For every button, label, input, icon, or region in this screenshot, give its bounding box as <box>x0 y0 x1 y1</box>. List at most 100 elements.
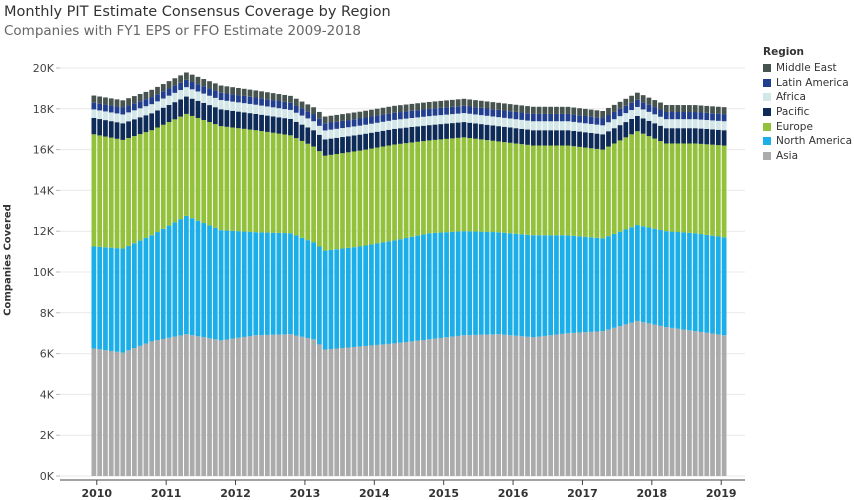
bar-segment-latin-america <box>571 114 577 122</box>
bar-segment-middle-east <box>438 100 444 108</box>
bar-segment-africa <box>357 125 363 135</box>
bar-segment-middle-east <box>282 94 288 102</box>
bar-segment-europe <box>721 145 727 238</box>
bar-segment-asia <box>582 332 588 476</box>
bar-segment-europe <box>478 139 484 232</box>
bar-segment-pacific <box>582 132 588 148</box>
bar-segment-pacific <box>507 127 513 143</box>
bar-segment-latin-america <box>582 116 588 124</box>
bar-segment-europe <box>155 127 160 233</box>
bar-segment-pacific <box>380 130 386 147</box>
bar-segment-europe <box>374 147 380 244</box>
bar-segment-europe <box>606 146 611 237</box>
bar-segment-latin-america <box>461 105 467 114</box>
bar-segment-africa <box>282 109 288 119</box>
bar-segment-north-america <box>658 229 663 326</box>
bar-segment-pacific <box>426 125 432 141</box>
bar-segment-africa <box>565 121 571 131</box>
bar-segment-latin-america <box>328 122 334 130</box>
bar-segment-latin-america <box>166 88 172 96</box>
bar-segment-europe <box>103 136 108 248</box>
bar-segment-pacific <box>617 125 623 141</box>
bar-segment-pacific <box>409 126 415 143</box>
bar-segment-latin-america <box>334 121 340 129</box>
bar-segment-pacific <box>155 110 160 128</box>
bar-segment-africa <box>155 101 160 111</box>
bar-segment-africa <box>317 125 322 135</box>
bar-segment-middle-east <box>467 99 473 107</box>
bar-segment-europe <box>519 144 525 235</box>
bar-segment-latin-america <box>195 84 201 92</box>
bar-segment-africa <box>646 111 652 121</box>
bar-segment-pacific <box>432 124 438 140</box>
bar-segment-north-america <box>247 231 253 337</box>
bar-segment-pacific <box>490 125 496 141</box>
bar-segment-pacific <box>652 123 658 139</box>
bar-segment-pacific <box>715 129 721 146</box>
bar-segment-latin-america <box>600 118 606 126</box>
bar-segment-europe <box>658 141 663 230</box>
x-tick-label: 2019 <box>706 487 737 500</box>
bar-segment-asia <box>588 331 594 476</box>
bar-segment-pacific <box>189 98 195 116</box>
bar-segment-latin-america <box>565 113 571 122</box>
bar-segment-africa <box>536 121 542 131</box>
bar-segment-africa <box>559 121 565 131</box>
bar-segment-north-america <box>623 229 629 325</box>
bar-segment-africa <box>635 106 640 116</box>
bar-segment-europe <box>455 137 461 232</box>
legend-label: Europe <box>776 120 813 133</box>
bar-segment-north-america <box>559 235 565 334</box>
bar-segment-europe <box>473 138 478 232</box>
bar-segment-north-america <box>374 243 380 345</box>
bar-segment-asia <box>484 334 490 476</box>
bar-segment-pacific <box>467 122 473 139</box>
bar-segment-asia <box>559 333 565 476</box>
bar-segment-asia <box>259 335 264 476</box>
bar-segment-pacific <box>259 114 264 132</box>
bar-segment-latin-america <box>467 106 473 114</box>
bar-segment-north-america <box>606 236 611 330</box>
bar-segment-africa <box>478 115 484 125</box>
bar-segment-pacific <box>698 128 704 144</box>
bar-segment-middle-east <box>548 106 554 114</box>
bar-segment-asia <box>415 340 421 476</box>
bar-segment-europe <box>184 113 189 216</box>
bar-segment-north-america <box>288 233 293 335</box>
bar-segment-asia <box>241 336 247 476</box>
bar-segment-pacific <box>178 99 183 117</box>
bar-segment-middle-east <box>91 95 97 103</box>
bar-segment-europe <box>363 149 369 246</box>
bar-segment-middle-east <box>305 104 311 112</box>
bar-segment-africa <box>380 121 386 131</box>
bar-segment-africa <box>438 115 444 125</box>
bar-segment-north-america <box>345 247 351 348</box>
bar-segment-africa <box>715 120 721 130</box>
bar-segment-asia <box>149 341 155 476</box>
bar-segment-pacific <box>600 134 606 150</box>
bar-segment-asia <box>617 326 623 476</box>
bar-segment-latin-america <box>692 112 698 120</box>
bar-segment-pacific <box>160 107 166 125</box>
bar-segment-africa <box>293 112 299 122</box>
legend-swatch <box>763 151 771 160</box>
x-tick-label: 2011 <box>151 487 182 500</box>
bar-segment-asia <box>548 335 554 476</box>
bar-segment-africa <box>108 112 114 122</box>
bar-segment-north-america <box>236 231 241 338</box>
bar-segment-pacific <box>577 131 582 147</box>
bar-segment-north-america <box>184 215 189 335</box>
bar-segment-middle-east <box>212 83 218 91</box>
bar-segment-north-america <box>328 249 334 350</box>
bar-segment-asia <box>224 339 230 476</box>
bar-segment-asia <box>646 323 652 476</box>
bar-segment-europe <box>166 122 172 226</box>
bar-segment-asia <box>155 340 160 476</box>
bar-segment-north-america <box>351 247 357 347</box>
bar-segment-africa <box>114 113 120 123</box>
bar-segment-pacific <box>502 126 507 143</box>
legend-item-middle-east: Middle East <box>763 61 852 76</box>
bar-segment-middle-east <box>184 72 189 80</box>
bar-segment-pacific <box>646 120 652 137</box>
bar-segment-north-america <box>710 235 715 334</box>
